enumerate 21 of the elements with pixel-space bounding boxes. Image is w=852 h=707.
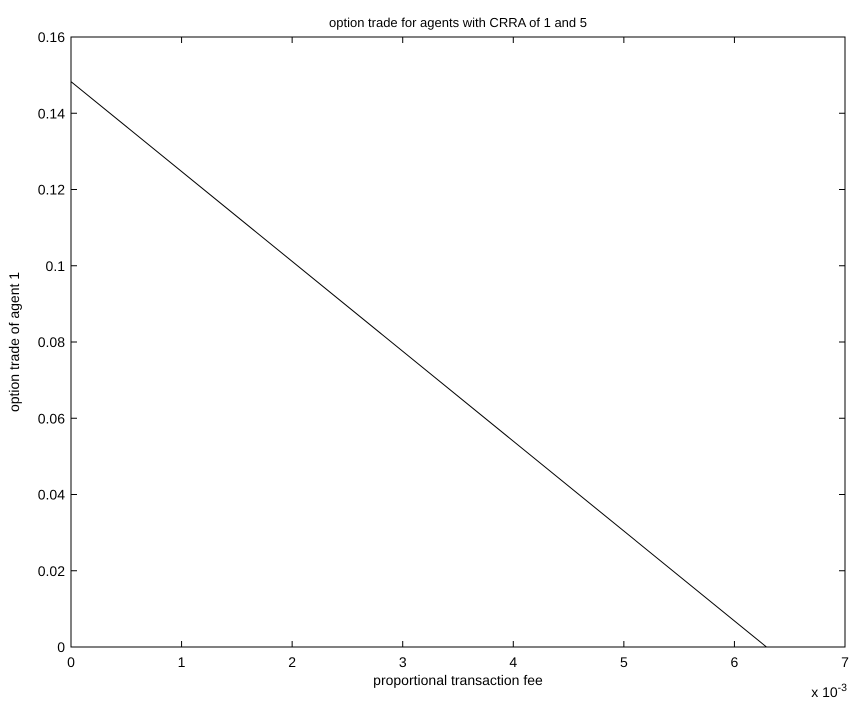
- y-tick-label: 0.14: [38, 105, 66, 122]
- x-axis-title: proportional transaction fee: [373, 672, 544, 688]
- y-tick-label: 0.06: [38, 410, 66, 426]
- text: x 10$^{-3}$: [811, 682, 848, 700]
- y-tick-label: 0.04: [38, 486, 66, 502]
- y-tick-label: 0.1: [46, 258, 66, 274]
- x-tick-label: 1: [178, 654, 186, 670]
- x-tick-label: 7: [841, 654, 850, 670]
- y-tick-label: 0.02: [38, 562, 66, 579]
- y-tick-label: 0.12: [38, 182, 66, 198]
- y-tick-label: 0.16: [38, 29, 66, 45]
- x-tick-label: 0: [67, 654, 76, 670]
- chart-title: option trade for agents with CRRA of 1 and 5: [329, 15, 587, 30]
- x-tick-label: 2: [288, 654, 296, 670]
- x-tick-label: 5: [620, 654, 628, 670]
- y-tick-label: 0: [57, 639, 66, 655]
- y-tick-label: 0.08: [38, 334, 66, 350]
- x-tick-label: 4: [509, 654, 518, 670]
- y-axis-title: option trade of agent 1: [6, 272, 22, 412]
- x-tick-label: 3: [398, 654, 407, 670]
- x-tick-label: 6: [730, 654, 739, 670]
